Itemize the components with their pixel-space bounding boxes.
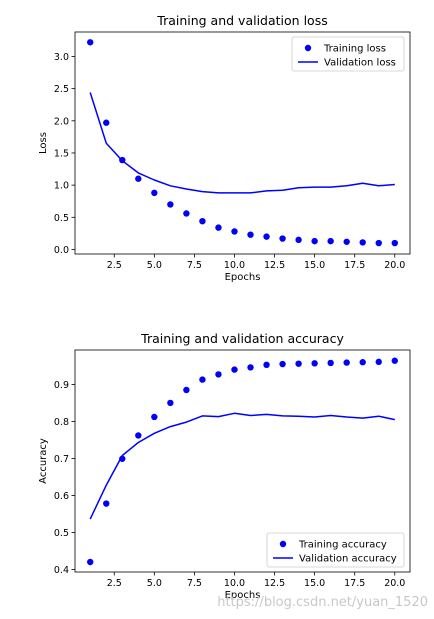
data-point-training	[183, 210, 190, 217]
data-point-training	[103, 119, 110, 126]
y-tick-label: 2.0	[54, 116, 69, 127]
data-point-training	[231, 228, 238, 235]
y-tick-label: 0.8	[54, 417, 69, 428]
x-tick-label: 17.5	[344, 578, 365, 589]
data-point-training	[215, 371, 222, 378]
y-tick-label: 0.9	[54, 380, 69, 391]
data-point-training	[199, 217, 206, 225]
data-point-training	[151, 189, 158, 197]
data-point-training	[103, 500, 110, 507]
legend-label: Training loss	[323, 44, 386, 55]
x-axis-label: Epochs	[225, 272, 261, 283]
chart-title: Training and validation loss	[156, 13, 327, 28]
y-tick-label: 0.5	[54, 528, 69, 539]
legend-box	[266, 532, 405, 568]
series-line-validation	[89, 92, 395, 194]
legend-label: Validation loss	[324, 58, 396, 69]
chart-1: Training and validation accuracy 2.5 5.0 7.…	[38, 331, 411, 601]
x-tick-label: 15.0	[304, 578, 325, 589]
plot-frame	[74, 349, 411, 573]
data-point-training	[135, 432, 142, 439]
y-tick-label: 0.5	[54, 213, 69, 224]
y-tick-label: 0.0	[54, 245, 69, 256]
x-tick-label: 15.0	[304, 260, 325, 271]
data-point-training	[263, 233, 270, 240]
legend-label: Training accuracy	[298, 540, 387, 551]
series-line-validation	[89, 412, 395, 520]
chart-0: Training and validation loss 2.5 5.0 7.5 10.…	[38, 13, 411, 283]
data-point-training	[343, 238, 350, 245]
data-point-training	[295, 360, 302, 367]
legend: Training loss Validation loss	[291, 36, 405, 72]
x-tick-label: 2.5	[107, 260, 122, 271]
data-point-training	[263, 361, 270, 368]
data-point-training	[247, 364, 254, 371]
y-tick-label: 3.0	[54, 52, 69, 63]
data-point-training	[87, 39, 94, 46]
x-tick-label: 7.5	[187, 578, 202, 589]
chart-title: Training and validation accuracy	[140, 331, 344, 346]
x-tick-label: 2.5	[107, 578, 122, 589]
legend-label: Validation accuracy	[299, 554, 397, 565]
data-point-training	[151, 413, 158, 421]
data-point-training	[199, 376, 206, 383]
x-tick-label: 7.5	[187, 260, 202, 271]
legend-marker-dot	[304, 44, 312, 52]
data-point-training	[311, 360, 318, 367]
y-tick-label: 2.5	[54, 84, 69, 95]
data-point-training	[391, 357, 398, 364]
data-point-training	[183, 386, 190, 394]
y-axis-label: Accuracy	[38, 438, 49, 484]
legend-marker-dot	[279, 540, 287, 548]
legend: Training accuracy Validation accuracy	[266, 532, 405, 568]
data-point-training	[279, 360, 286, 368]
data-point-training	[247, 231, 254, 238]
data-point-training	[231, 366, 238, 373]
data-point-training	[359, 239, 366, 246]
y-tick-label: 0.4	[54, 565, 69, 576]
x-tick-label: 10.0	[224, 260, 245, 271]
data-point-training	[87, 558, 94, 566]
data-point-training	[343, 359, 350, 366]
y-axis-label: Loss	[38, 132, 49, 154]
data-point-training	[311, 237, 318, 245]
x-tick-label: 17.5	[344, 260, 365, 271]
data-point-training	[327, 237, 334, 245]
data-point-training	[375, 239, 382, 247]
x-tick-label: 10.0	[224, 578, 245, 589]
x-tick-label: 12.5	[264, 260, 285, 271]
data-point-training	[279, 235, 286, 242]
data-point-training	[135, 175, 142, 182]
y-tick-label: 1.0	[54, 181, 69, 192]
x-tick-label: 5.0	[147, 260, 162, 271]
x-tick-label: 5.0	[147, 578, 162, 589]
x-tick-label: 20.0	[384, 578, 405, 589]
legend-box	[291, 36, 405, 72]
x-tick-label: 12.5	[264, 578, 285, 589]
plot-frame	[74, 31, 411, 255]
data-point-training	[327, 359, 334, 367]
data-point-training	[167, 399, 174, 407]
x-tick-label: 20.0	[384, 260, 405, 271]
data-point-training	[215, 224, 222, 231]
watermark-text: https://blog.csdn.net/yuan_1520	[217, 595, 428, 610]
y-tick-label: 0.6	[54, 491, 69, 502]
y-tick-label: 0.7	[54, 454, 69, 465]
data-point-training	[167, 201, 174, 208]
x-axis-label: Epochs	[225, 590, 261, 601]
data-point-training	[359, 359, 366, 366]
data-point-training	[375, 358, 382, 366]
y-tick-label: 1.5	[54, 148, 69, 159]
data-point-training	[295, 236, 302, 244]
data-point-training	[391, 239, 398, 247]
